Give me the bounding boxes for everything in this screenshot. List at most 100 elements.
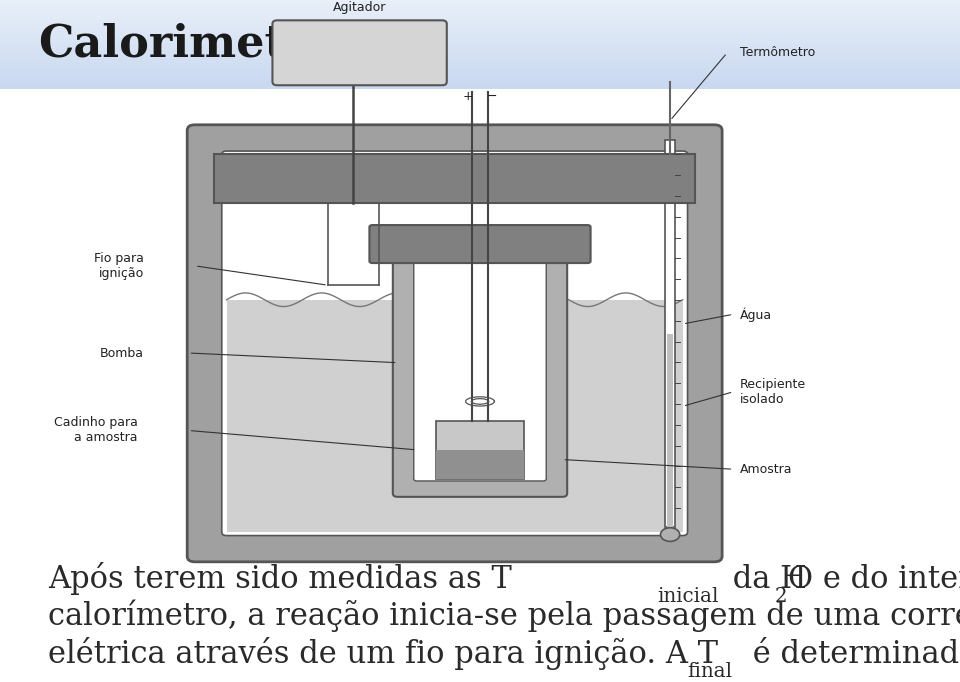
Bar [0,32,960,33]
Text: Água: Água [740,307,772,321]
Bar [0,64,960,65]
Bar [0,14,960,15]
Bar [0,42,960,44]
Bar [436,450,524,479]
FancyBboxPatch shape [393,233,567,496]
Bar [0,82,960,83]
FancyBboxPatch shape [222,151,687,535]
Text: Fio para
ignição: Fio para ignição [94,252,144,280]
Bar [0,11,960,12]
Bar [0,57,960,58]
Bar [0,45,960,46]
Text: calorímetro, a reação inicia-se pela passagem de uma corrente: calorímetro, a reação inicia-se pela pas… [48,600,960,632]
Bar [0,3,960,4]
Bar [0,6,960,7]
Bar [0,27,960,29]
Bar [0,85,960,86]
Bar [0,20,960,21]
Bar [0,30,960,31]
Bar [0,73,960,74]
Bar [0,72,960,73]
Bar [0,69,960,70]
Text: inicial: inicial [658,587,719,606]
Bar [0,76,960,77]
Bar [0,77,960,78]
Bar [0,54,960,55]
Bar [0,70,960,71]
FancyBboxPatch shape [273,20,446,85]
Bar [0,68,960,69]
Bar [0,67,960,68]
Text: da H: da H [723,564,806,595]
Bar [0,18,960,20]
Text: Cadinho para
a amostra: Cadinho para a amostra [54,417,138,445]
Bar [0,33,960,35]
FancyBboxPatch shape [414,259,546,481]
Text: Agitador: Agitador [333,1,386,14]
Bar [227,300,683,532]
Bar [0,65,960,67]
Bar [436,421,524,479]
Bar [0,2,960,3]
Bar [0,50,960,51]
Bar [0,44,960,45]
Bar [0,59,960,60]
Text: Calorimetria: Calorimetria [38,23,354,66]
Bar [0,0,960,1]
Bar [0,61,960,62]
Bar [0,7,960,8]
Bar [0,21,960,22]
Text: elétrica através de um fio para ignição. A T: elétrica através de um fio para ignição.… [48,637,718,670]
Bar [0,10,960,11]
Bar [0,22,960,23]
Bar [0,56,960,57]
Bar [0,36,960,38]
Bar [0,88,960,89]
Bar [0,53,960,54]
Circle shape [660,528,680,542]
FancyBboxPatch shape [187,125,722,562]
Bar [0,89,960,682]
Bar [0,41,960,42]
Bar [0,55,960,56]
Text: Recipiente
isolado: Recipiente isolado [740,378,805,406]
Bar [0,49,960,50]
Bar [0,4,960,5]
Bar [0,58,960,59]
Bar [0,23,960,24]
Text: Termômetro: Termômetro [740,46,815,59]
Bar [0,38,960,39]
Bar [0,16,960,17]
Bar [0,26,960,27]
Bar [0,39,960,40]
Bar [0,29,960,30]
FancyBboxPatch shape [370,225,590,263]
Bar [0,63,960,64]
Text: +: + [463,90,473,103]
Bar [0,5,960,6]
Bar [0,87,960,88]
Bar [0,1,960,2]
Bar [0,71,960,72]
Bar [0,60,960,61]
Bar [0,74,960,75]
Bar [0,78,960,79]
Text: O e do interior do: O e do interior do [788,564,960,595]
Bar [667,333,673,527]
Text: 2: 2 [775,587,787,606]
Bar [0,12,960,13]
Bar [0,24,960,25]
Bar [0,51,960,53]
Text: Bomba: Bomba [100,346,144,359]
Bar [0,15,960,16]
Bar [0,40,960,41]
Text: Após terem sido medidas as T: Após terem sido medidas as T [48,562,512,595]
Bar [0,9,960,10]
Text: −: − [487,90,497,103]
Bar [0,13,960,14]
Bar [0,83,960,85]
Bar [0,62,960,63]
Bar [0,25,960,26]
Text: Amostra: Amostra [740,462,792,476]
Bar [0,47,960,48]
